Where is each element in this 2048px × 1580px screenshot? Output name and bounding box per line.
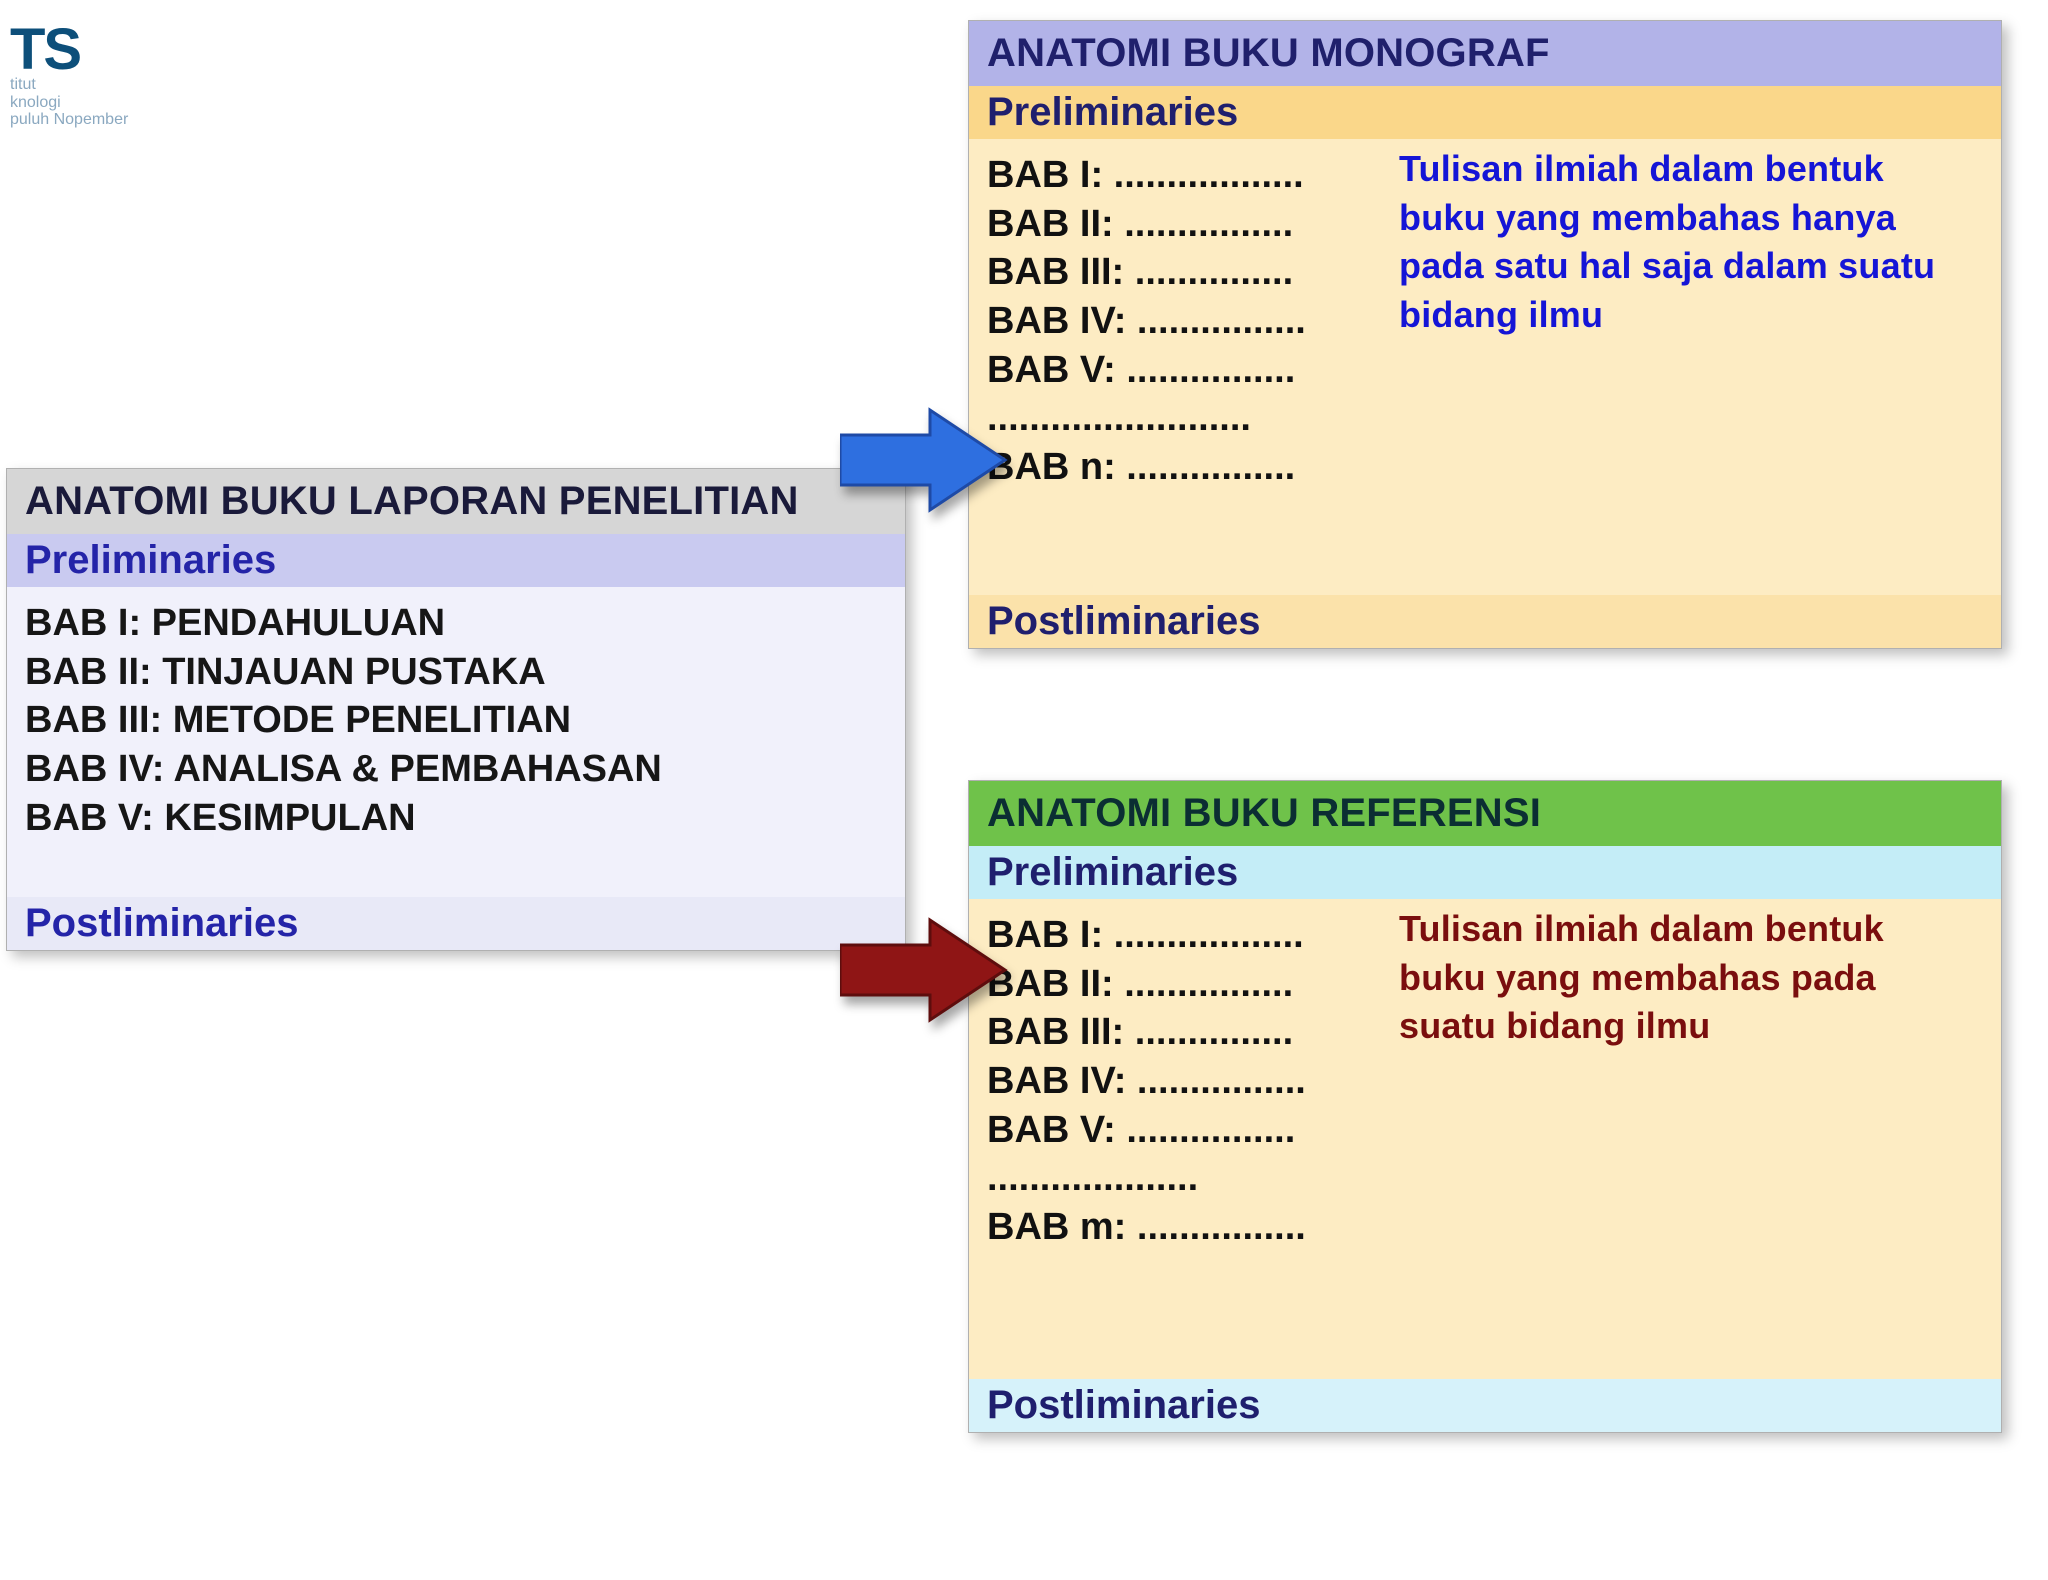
postliminaries-label: Postliminaries [7, 897, 905, 950]
panel-title: ANATOMI BUKU LAPORAN PENELITIAN [7, 469, 905, 534]
arrow-blue-icon [840, 400, 1010, 520]
preliminaries-label: Preliminaries [969, 86, 2001, 139]
bab-item: BAB I: PENDAHULUAN [25, 599, 887, 648]
logo-acronym: TS [10, 24, 128, 76]
preliminaries-label: Preliminaries [969, 846, 2001, 899]
bab-item: BAB V: ................ [987, 1106, 1983, 1155]
description-text: Tulisan ilmiah dalam bentuk buku yang me… [1399, 145, 1979, 339]
bab-item: BAB n: ................ [987, 443, 1983, 492]
bab-list: BAB I: PENDAHULUAN BAB II: TINJAUAN PUST… [7, 587, 905, 897]
logo-line2: knologi [10, 94, 128, 112]
postliminaries-label: Postliminaries [969, 1379, 2001, 1432]
panel-referensi: ANATOMI BUKU REFERENSI Preliminaries BAB… [968, 780, 2002, 1433]
panel-laporan-penelitian: ANATOMI BUKU LAPORAN PENELITIAN Prelimin… [6, 468, 906, 951]
logo-line3: puluh Nopember [10, 111, 128, 129]
bab-list: BAB I: .................. BAB II: ......… [969, 899, 2001, 1379]
panel-monograf: ANATOMI BUKU MONOGRAF Preliminaries BAB … [968, 20, 2002, 649]
bab-item: BAB V: KESIMPULAN [25, 794, 887, 843]
bab-item: BAB II: TINJAUAN PUSTAKA [25, 648, 887, 697]
bab-item: .................... [987, 1154, 1983, 1203]
panel-title: ANATOMI BUKU REFERENSI [969, 781, 2001, 846]
preliminaries-label: Preliminaries [7, 534, 905, 587]
bab-list: BAB I: .................. BAB II: ......… [969, 139, 2001, 595]
bab-item: ......................... [987, 394, 1983, 443]
bab-item: BAB V: ................ [987, 346, 1983, 395]
bab-item: BAB m: ................ [987, 1203, 1983, 1252]
bab-item: BAB III: METODE PENELITIAN [25, 696, 887, 745]
bab-item: BAB IV: ANALISA & PEMBAHASAN [25, 745, 887, 794]
description-text: Tulisan ilmiah dalam bentuk buku yang me… [1399, 905, 1979, 1051]
institution-logo: TS titut knologi puluh Nopember [10, 24, 128, 129]
arrow-red-icon [840, 910, 1010, 1030]
bab-item: BAB IV: ................ [987, 1057, 1983, 1106]
panel-title: ANATOMI BUKU MONOGRAF [969, 21, 2001, 86]
postliminaries-label: Postliminaries [969, 595, 2001, 648]
